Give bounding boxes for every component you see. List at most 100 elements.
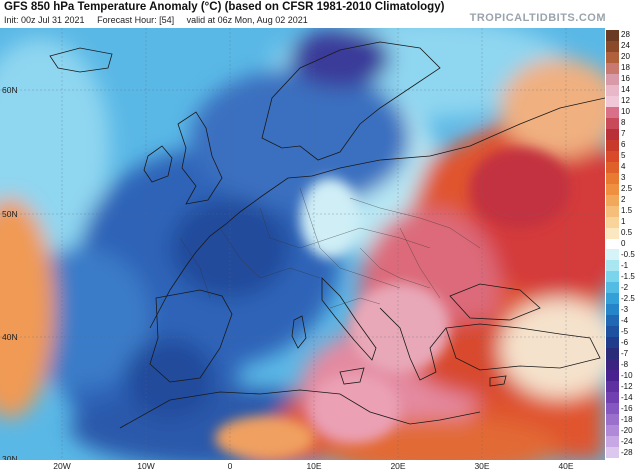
header: GFS 850 hPa Temperature Anomaly (°C) (ba… bbox=[0, 0, 640, 28]
lat-label-50n: 50N bbox=[2, 209, 18, 219]
colorbar-label: -28 bbox=[621, 447, 633, 457]
colorbar-swatch bbox=[606, 271, 619, 283]
lat-label-40n: 40N bbox=[2, 332, 18, 342]
colorbar-swatch bbox=[606, 62, 619, 75]
colorbar-swatch bbox=[606, 84, 619, 97]
colorbar-swatch bbox=[606, 425, 619, 437]
colorbar-label: 1.5 bbox=[621, 206, 633, 216]
colorbar-label: 16 bbox=[621, 74, 630, 84]
lon-label-10e: 10E bbox=[306, 461, 322, 471]
lon-label-20w: 20W bbox=[53, 461, 71, 471]
colorbar-swatch bbox=[606, 227, 619, 239]
colorbar-label: 20 bbox=[621, 52, 630, 62]
longitude-axis bbox=[0, 460, 605, 473]
colorbar-label: 24 bbox=[621, 41, 630, 51]
colorbar-label: -10 bbox=[621, 370, 633, 380]
init-time: Init: 00z Jul 31 2021 bbox=[4, 15, 85, 25]
lon-label-40e: 40E bbox=[558, 461, 574, 471]
colorbar-swatch bbox=[606, 117, 619, 130]
colorbar-swatch bbox=[606, 51, 619, 64]
colorbar-swatch bbox=[606, 326, 619, 338]
colorbar-swatch bbox=[606, 392, 619, 404]
colorbar-label: -1 bbox=[621, 260, 629, 270]
colorbar-swatch bbox=[606, 293, 619, 305]
colorbar-swatch bbox=[606, 359, 619, 371]
brand-watermark: TROPICALTIDBITS.COM bbox=[469, 12, 606, 24]
colorbar-label: -0.5 bbox=[621, 249, 635, 259]
colorbar-swatch bbox=[606, 95, 619, 108]
colorbar-swatch bbox=[606, 30, 619, 42]
forecast-hour: Forecast Hour: [54] bbox=[97, 15, 175, 25]
colorbar-swatch bbox=[606, 238, 619, 250]
colorbar-swatch bbox=[606, 282, 619, 294]
colorbar-label: -2.5 bbox=[621, 293, 635, 303]
colorbar-swatch bbox=[606, 315, 619, 327]
colorbar-label: 10 bbox=[621, 107, 630, 117]
colorbar-swatch bbox=[606, 337, 619, 349]
colorbar-swatch bbox=[606, 249, 619, 261]
colorbar-label: 6 bbox=[621, 140, 626, 150]
colorbar-swatch bbox=[606, 194, 619, 207]
valid-time: valid at 06z Mon, Aug 02 2021 bbox=[186, 15, 308, 25]
colorbar-label: -14 bbox=[621, 392, 633, 402]
colorbar-label: 2.5 bbox=[621, 184, 633, 194]
colorbar-label: -20 bbox=[621, 425, 633, 435]
colorbar-swatch bbox=[606, 414, 619, 426]
colorbar-label: 0.5 bbox=[621, 228, 633, 238]
colorbar-label: -16 bbox=[621, 403, 633, 413]
colorbar-swatch bbox=[606, 216, 619, 229]
colorbar-swatch bbox=[606, 260, 619, 272]
lon-label-0: 0 bbox=[227, 461, 233, 471]
colorbar-swatch bbox=[606, 161, 619, 174]
map-title: GFS 850 hPa Temperature Anomaly (°C) (ba… bbox=[4, 1, 445, 13]
lat-label-30n: 30N bbox=[2, 454, 18, 464]
colorbar-label: 8 bbox=[621, 118, 626, 128]
colorbar-label: 2 bbox=[621, 195, 626, 205]
map-canvas bbox=[0, 28, 605, 460]
colorbar-swatch bbox=[606, 205, 619, 218]
colorbar-swatch bbox=[606, 128, 619, 141]
colorbar-label: 0 bbox=[621, 239, 626, 248]
colorbar-label: 14 bbox=[621, 85, 630, 95]
colorbar-label: -8 bbox=[621, 359, 629, 369]
colorbar-label: -6 bbox=[621, 337, 629, 347]
colorbar-label: -3 bbox=[621, 304, 629, 314]
colorbar-swatch bbox=[606, 183, 619, 196]
colorbar-label: 3 bbox=[621, 173, 626, 183]
colorbar-label: 4 bbox=[621, 162, 626, 172]
colorbar-label: -5 bbox=[621, 326, 629, 336]
lat-label-60n: 60N bbox=[2, 85, 18, 95]
colorbar-label: 5 bbox=[621, 151, 626, 161]
lon-label-10w: 10W bbox=[137, 461, 155, 471]
colorbar-label: -4 bbox=[621, 315, 629, 325]
anomaly-map bbox=[0, 28, 605, 460]
colorbar-swatch bbox=[606, 348, 619, 360]
colorbar-label: 12 bbox=[621, 96, 630, 106]
borders bbox=[179, 187, 481, 309]
colorbar-label: -7 bbox=[621, 348, 629, 358]
map-subtitle: Init: 00z Jul 31 2021 Forecast Hour: [54… bbox=[4, 15, 318, 25]
colorbar-swatch bbox=[606, 447, 619, 459]
colorbar-label: 18 bbox=[621, 63, 630, 73]
colorbar-swatch bbox=[606, 139, 619, 152]
colorbar-swatch bbox=[606, 40, 619, 53]
colorbar-label: -2 bbox=[621, 282, 629, 292]
colorbar-swatch bbox=[606, 150, 619, 163]
colorbar-swatch bbox=[606, 403, 619, 415]
colorbar-swatch bbox=[606, 106, 619, 119]
lon-label-20e: 20E bbox=[390, 461, 406, 471]
colorbar-swatch bbox=[606, 304, 619, 316]
colorbar: 28 24 20 18 16 14 12 10 8 7 6 5 4 3 2.5 2 1.5 1 0.5 0 -0.5 -1… bbox=[605, 28, 640, 460]
colorbar-swatch bbox=[606, 381, 619, 393]
coastlines bbox=[49, 41, 605, 429]
anomaly-field bbox=[0, 28, 605, 460]
colorbar-label: -24 bbox=[621, 436, 633, 446]
colorbar-swatch bbox=[606, 172, 619, 185]
colorbar-label: -18 bbox=[621, 414, 633, 424]
colorbar-label: -1.5 bbox=[621, 271, 635, 281]
graticule bbox=[0, 28, 605, 460]
colorbar-label: 28 bbox=[621, 30, 630, 40]
colorbar-label: 1 bbox=[621, 217, 626, 227]
colorbar-label: -12 bbox=[621, 381, 633, 391]
colorbar-label: 7 bbox=[621, 129, 626, 139]
